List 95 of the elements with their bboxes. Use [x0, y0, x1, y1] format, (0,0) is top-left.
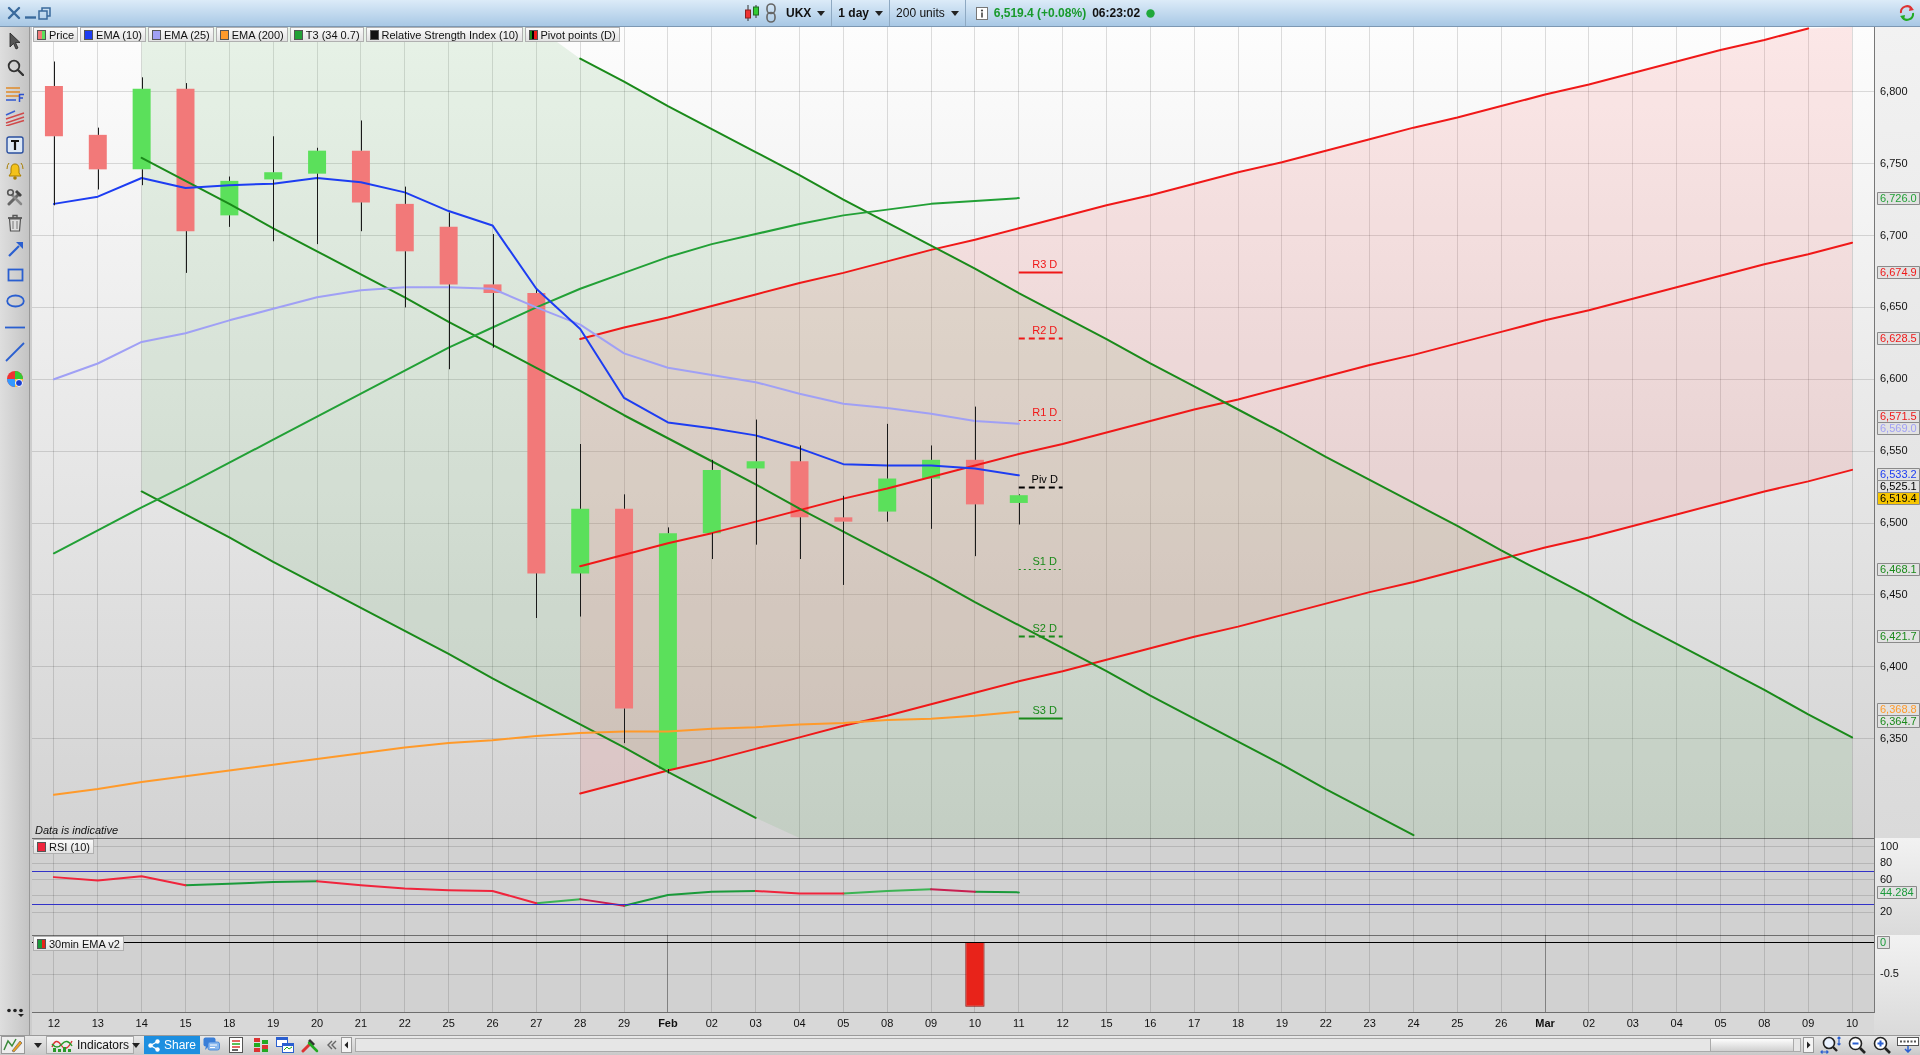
- legend-label: 30min EMA v2: [49, 937, 120, 950]
- ref-line-label: S1 D: [1032, 555, 1057, 568]
- text: 6,519.4 (+0.08%): [993, 6, 1087, 20]
- y-tick-label: 44.284: [1880, 886, 1914, 899]
- x-tick-label: 08: [1758, 1016, 1771, 1029]
- x-tick-label: 15: [1100, 1016, 1113, 1029]
- y-tick-label: 6,364.7: [1880, 715, 1917, 728]
- x-tick-label: 05: [837, 1016, 850, 1029]
- chart-title: UKX: [786, 6, 812, 20]
- x-tick-label: 12: [1056, 1016, 1069, 1029]
- y-tick-label: 6,500: [1880, 516, 1908, 529]
- text: 06:23:02: [1092, 6, 1141, 20]
- x-tick-label: 26: [486, 1016, 499, 1029]
- x-tick-label: 12: [47, 1016, 61, 1029]
- y-tick-label: 6,533.2: [1880, 468, 1917, 481]
- y-tick-label: 6,674.9: [1880, 266, 1917, 279]
- annotation: Pivot points (D): [540, 28, 616, 41]
- x-tick-label: 04: [793, 1016, 806, 1029]
- ref-line-label: R2 D: [1032, 324, 1058, 337]
- x-tick-label: 03: [1626, 1016, 1639, 1029]
- x-tick-label: 19: [1275, 1016, 1289, 1029]
- text: 1 day: [838, 6, 870, 20]
- y-tick-label: 6,468.1: [1880, 563, 1917, 576]
- x-tick-label: 16: [1144, 1016, 1157, 1029]
- x-tick-label: 02: [705, 1016, 718, 1029]
- y-tick-label: 6,368.8: [1880, 703, 1917, 716]
- x-tick-label: 17: [1188, 1016, 1201, 1029]
- x-tick-label: 28: [574, 1016, 587, 1029]
- y-tick-label: 6,450: [1880, 588, 1908, 601]
- legend-label: EMA (25): [163, 28, 210, 41]
- y-tick-label: 6,571.5: [1880, 410, 1917, 423]
- y-tick-label: 6,628.5: [1880, 332, 1917, 345]
- text: Indicators: [77, 1038, 130, 1052]
- y-tick-label: 6,525.1: [1880, 480, 1917, 493]
- x-tick-label: 08: [881, 1016, 894, 1029]
- legend-label: EMA (200): [231, 28, 284, 41]
- x-tick-label: 11: [1013, 1016, 1025, 1029]
- y-tick-label: -0.5: [1880, 967, 1899, 980]
- x-tick-label: 20: [310, 1016, 324, 1029]
- x-tick-label: 10: [1845, 1016, 1859, 1029]
- x-tick-label: 18: [223, 1016, 236, 1029]
- x-tick-label: 03: [749, 1016, 762, 1029]
- y-tick-label: 6,550: [1880, 444, 1908, 457]
- x-tick-label: 26: [1495, 1016, 1508, 1029]
- ref-line-label: Piv D: [1031, 473, 1058, 486]
- y-tick-label: 6,700: [1880, 228, 1908, 241]
- annotation: Data is indicative: [35, 824, 119, 836]
- x-tick-label: Feb: [658, 1016, 678, 1029]
- x-tick-label: 05: [1714, 1016, 1727, 1029]
- y-tick-label: 6,650: [1880, 300, 1908, 313]
- x-tick-label: 10: [968, 1016, 982, 1029]
- legend-label: RSI (10): [49, 840, 90, 853]
- y-tick-label: 80: [1880, 856, 1893, 869]
- x-tick-label: 09: [924, 1016, 938, 1029]
- x-tick-label: 18: [1231, 1016, 1245, 1029]
- y-tick-label: 6,519.4: [1880, 492, 1917, 505]
- y-tick-label: 6,800: [1880, 84, 1908, 97]
- x-tick-label: Mar: [1535, 1016, 1556, 1029]
- x-tick-label: 27: [530, 1016, 543, 1029]
- x-tick-label: 02: [1582, 1016, 1596, 1029]
- ref-line-label: R3 D: [1032, 258, 1058, 271]
- x-tick-label: 25: [1451, 1016, 1464, 1029]
- text: Share: [164, 1038, 197, 1052]
- x-tick-label: 24: [1407, 1016, 1420, 1029]
- ref-line-label: S2 D: [1032, 622, 1057, 635]
- text: 200 units: [896, 6, 945, 20]
- y-tick-label: 6,569.0: [1880, 422, 1917, 435]
- y-tick-label: 6,400: [1880, 659, 1908, 672]
- x-tick-label: 22: [1319, 1016, 1332, 1029]
- x-tick-label: 21: [354, 1016, 368, 1029]
- x-tick-label: 13: [91, 1016, 104, 1029]
- legend-label: Price: [49, 28, 75, 41]
- x-tick-label: 29: [617, 1016, 631, 1029]
- ref-line-label: S3 D: [1032, 704, 1057, 717]
- x-tick-label: 23: [1363, 1016, 1376, 1029]
- x-tick-label: 19: [267, 1016, 280, 1029]
- x-tick-label: 14: [135, 1016, 148, 1029]
- y-tick-label: 6,750: [1880, 156, 1908, 169]
- x-tick-label: 22: [398, 1016, 411, 1029]
- y-tick-label: 20: [1880, 905, 1893, 918]
- legend-label: T3 (34 0.7): [305, 28, 360, 41]
- y-tick-label: 6,726.0: [1880, 192, 1917, 205]
- y-tick-label: 60: [1880, 872, 1893, 885]
- x-tick-label: 04: [1670, 1016, 1683, 1029]
- y-tick-label: 0: [1880, 936, 1887, 949]
- x-tick-label: 15: [179, 1016, 192, 1029]
- y-tick-label: 6,600: [1880, 372, 1908, 385]
- x-tick-label: 09: [1802, 1016, 1815, 1029]
- y-tick-label: 6,421.7: [1880, 630, 1917, 643]
- y-tick-label: 100: [1880, 840, 1899, 852]
- ref-line-label: R1 D: [1032, 406, 1058, 419]
- y-tick-label: 6,350: [1880, 731, 1908, 744]
- x-tick-label: 25: [442, 1016, 455, 1029]
- annotation: Relative Strength Index (10): [381, 28, 519, 41]
- legend-label: EMA (10): [96, 28, 142, 41]
